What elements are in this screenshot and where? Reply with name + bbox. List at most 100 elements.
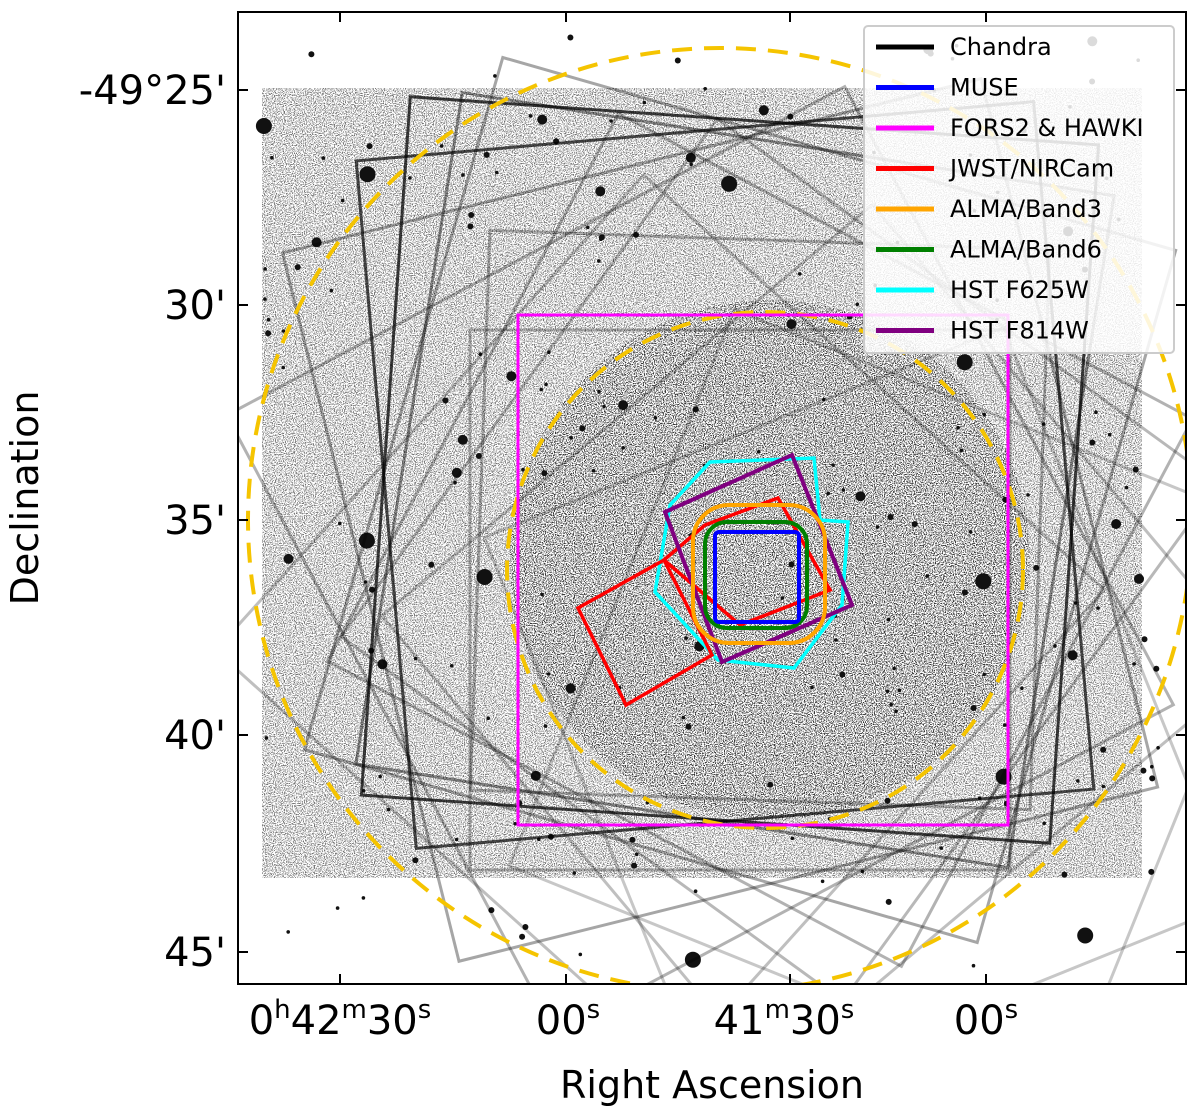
star [810,685,814,690]
star [408,176,412,180]
star [451,467,462,478]
star [685,152,696,163]
star [820,879,825,884]
star [1067,650,1078,661]
star [543,724,548,728]
star [461,173,465,177]
star [369,586,375,593]
star [703,87,707,91]
star [595,186,606,197]
chandra-frame [468,328,1012,872]
star [281,329,286,333]
star [495,170,499,175]
star [887,514,894,520]
star [340,198,345,203]
star [1101,784,1106,789]
star [970,705,977,711]
star [1077,927,1094,944]
star [780,596,785,600]
star [412,857,419,864]
chandra-frame [379,202,1186,984]
star [860,869,865,874]
star [602,404,606,409]
chandra-frame [507,307,1186,984]
star [493,74,497,78]
star [692,406,699,413]
star [361,896,366,900]
star [513,822,517,826]
star [875,525,880,529]
star [386,807,391,812]
star [681,715,686,720]
star [822,397,826,402]
star [413,656,418,661]
star [1124,485,1129,490]
star [1134,573,1144,584]
star [537,114,548,125]
star [311,237,322,248]
star [378,774,383,779]
star [634,852,639,857]
star [428,561,435,568]
star [1132,662,1136,666]
star [1141,636,1148,643]
star [541,470,548,477]
star [756,450,761,454]
star [855,302,860,307]
star [721,175,738,192]
star [982,672,986,677]
star [975,573,992,590]
star [1061,871,1068,878]
star [767,781,774,788]
star [631,862,638,869]
inner-dashed-circle [505,310,1025,830]
star [486,716,491,720]
star [787,113,794,120]
star [834,638,838,642]
legend-label: FORS2 & HAWKI [950,114,1144,142]
star [569,436,573,440]
muse-footprint [713,530,801,624]
jwst-nircam-footprint-b [575,557,715,708]
star [530,770,541,781]
star [758,105,769,116]
star [629,836,636,843]
star [1150,764,1154,769]
star [321,156,326,160]
ra-tick-label: 41m30s [714,995,855,1044]
star [968,530,973,534]
legend-label: MUSE [950,74,1019,102]
star [468,212,475,218]
star [457,434,468,445]
star [599,237,603,241]
star [266,317,271,322]
dec-tick-label: 35' [164,498,226,544]
dec-tick-label: -49°25' [79,68,226,114]
star [1111,519,1122,529]
star [359,166,376,183]
star [263,267,267,271]
y-axis-label: Declination [3,391,47,606]
star [363,580,368,584]
star [597,389,601,394]
star [264,736,269,740]
legend-box [863,25,1175,354]
dec-tick-label: 40' [164,713,226,759]
star [956,354,973,371]
star [546,672,551,676]
star [476,569,493,585]
star [544,382,548,387]
star [855,491,866,502]
star [1020,686,1024,690]
chandra-frame [280,76,1160,964]
star [454,837,459,842]
star [1033,564,1040,571]
legend-items: Chandra MUSE FORS2 & HAWKI JWST/NIRCam ALMA/… [876,33,1144,345]
chandra-frame [354,100,1096,850]
star [358,532,375,549]
star [831,463,835,467]
star [597,259,601,263]
hst-f814w-footprint [662,452,855,665]
star [826,491,830,496]
star [684,636,688,640]
